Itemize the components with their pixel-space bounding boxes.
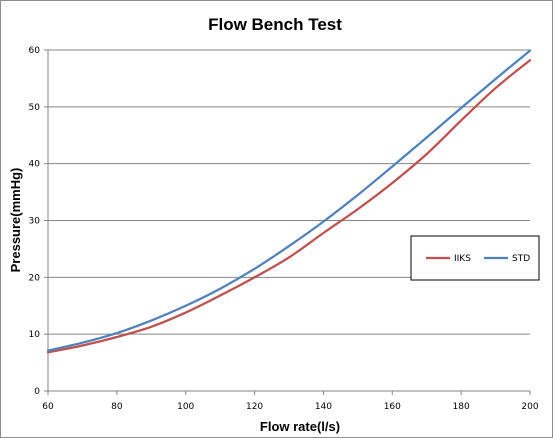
- y-tick-label: 60: [29, 46, 41, 56]
- y-tick-label: 20: [29, 273, 41, 283]
- x-tick-label: 100: [177, 402, 194, 412]
- y-tick-label: 10: [29, 330, 41, 340]
- x-tick-label: 200: [521, 402, 538, 412]
- y-tick-label: 0: [34, 387, 40, 397]
- legend-label-iiks: IIKS: [454, 254, 471, 264]
- x-tick-label: 60: [42, 402, 54, 412]
- legend: IIKS STD: [410, 235, 540, 281]
- series-line-iiks: [46, 59, 532, 354]
- x-axis-ticks: 60 80 100 120 140 160 180 200: [42, 391, 539, 412]
- series-lines: [46, 49, 532, 354]
- chart-title: Flow Bench Test: [208, 15, 342, 34]
- y-tick-label: 40: [29, 160, 41, 170]
- x-tick-label: 80: [111, 402, 123, 412]
- x-tick-label: 140: [315, 402, 332, 412]
- gridlines: [48, 49, 530, 392]
- series-line-std: [46, 49, 532, 352]
- legend-label-std: STD: [512, 254, 530, 264]
- x-tick-label: 160: [384, 402, 401, 412]
- y-axis-title: Pressure(mmHg): [8, 168, 23, 273]
- y-tick-label: 30: [29, 217, 41, 227]
- x-tick-label: 120: [246, 402, 263, 412]
- y-axis-ticks: 0 10 20 30 40 50 60: [29, 46, 48, 397]
- x-tick-label: 180: [453, 402, 470, 412]
- y-tick-label: 50: [29, 103, 41, 113]
- x-axis-title: Flow rate(l/s): [260, 419, 340, 434]
